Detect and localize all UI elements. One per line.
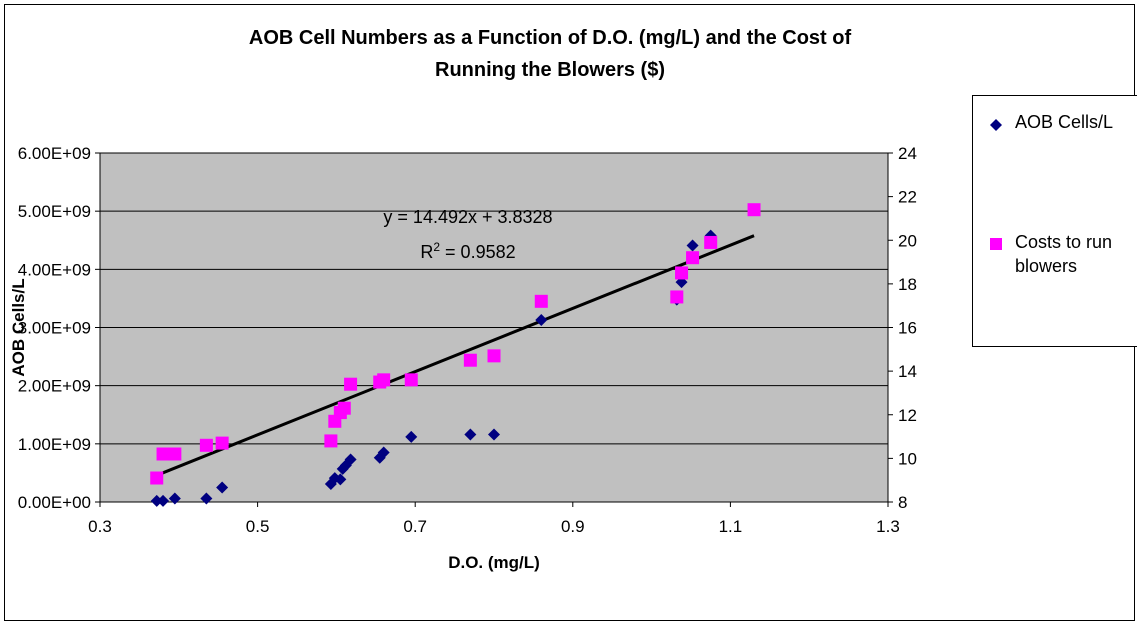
trendline-group	[156, 234, 755, 477]
aob-cells-point	[488, 428, 500, 441]
blower-cost-point	[404, 373, 418, 387]
blower-cost-point	[215, 436, 229, 450]
aob-cells-point	[377, 446, 390, 459]
blower-cost-point	[337, 401, 351, 415]
aob-cells-point	[405, 430, 418, 443]
y-tick-label: 2.00E+09	[18, 377, 91, 396]
legend-label-costs: Costs to run blowers	[1015, 232, 1113, 276]
trendline-equation: y = 14.492x + 3.8328	[383, 207, 552, 227]
aob-cells-point	[200, 492, 213, 505]
chart-title-line-1: AOB Cell Numbers as a Function of D.O. (…	[248, 27, 852, 49]
x-tick-label: 1.1	[719, 517, 743, 536]
data-points	[150, 203, 761, 507]
blower-cost-point	[675, 266, 689, 280]
y-tick-label: 3.00E+09	[18, 319, 91, 338]
y2-tick-label: 24	[898, 144, 917, 163]
aob-cells-point	[344, 453, 357, 466]
y-tick-label: 6.00E+09	[18, 144, 91, 163]
y2-tick-label: 10	[898, 449, 917, 468]
chart-title-line-2: Running the Blowers ($)	[435, 59, 665, 81]
blower-cost-point	[487, 349, 501, 363]
y2-tick-label: 22	[898, 188, 917, 207]
y-tick-label: 0.00E+00	[18, 493, 91, 512]
x-tick-label: 0.3	[88, 517, 112, 536]
x-axis-title: D.O. (mg/L)	[448, 553, 540, 572]
blower-cost-point	[156, 447, 170, 461]
blower-cost-point	[463, 353, 477, 367]
trendline	[156, 234, 755, 477]
blower-cost-point	[344, 377, 358, 391]
blower-cost-point	[324, 434, 338, 448]
y-tick-label: 5.00E+09	[18, 202, 91, 221]
aob-cells-point	[150, 494, 163, 507]
blower-cost-point	[670, 290, 684, 304]
y-tick-label: 1.00E+09	[18, 435, 91, 454]
chart-title: AOB Cell Numbers as a Function of D.O. (…	[100, 22, 1000, 86]
y-axis-title: AOB Cells/L	[9, 278, 28, 376]
legend-diamond-marker	[990, 119, 1002, 131]
x-tick-label: 1.3	[876, 517, 900, 536]
y2-tick-label: 14	[898, 362, 917, 381]
aob-cells-point	[168, 492, 181, 505]
y2-tick-label: 18	[898, 275, 917, 294]
aob-cells-point	[464, 428, 477, 441]
axes: 0.00E+00 1.00E+09 2.00E+09 3.00E+09 4.00E+09…	[18, 144, 917, 536]
legend-square-marker	[990, 238, 1002, 250]
blower-cost-point	[168, 447, 182, 461]
aob-cells-point	[157, 494, 170, 507]
blower-cost-point	[199, 438, 213, 452]
x-tick-label: 0.5	[246, 517, 270, 536]
blower-cost-point	[747, 203, 761, 217]
blower-cost-point	[534, 294, 548, 308]
aob-cells-point	[334, 473, 347, 486]
aob-cells-point	[216, 481, 229, 494]
legend: AOB Cells/L Costs to run blowers	[972, 95, 1137, 347]
aob-cells-point	[686, 239, 699, 252]
y2-tick-label: 20	[898, 231, 917, 250]
y2-tick-label: 12	[898, 406, 917, 425]
blower-cost-point	[686, 251, 700, 265]
legend-label-aob-cells: AOB Cells/L	[1015, 112, 1114, 132]
x-tick-label: 0.9	[561, 517, 585, 536]
trendline-r-squared: R2 = 0.9582	[420, 240, 515, 262]
y2-tick-label: 8	[898, 493, 907, 512]
blower-cost-point	[150, 471, 164, 485]
blower-cost-point	[377, 373, 391, 387]
y2-tick-label: 16	[898, 319, 917, 338]
y-tick-label: 4.00E+09	[18, 260, 91, 279]
blower-cost-point	[704, 235, 718, 249]
x-tick-label: 0.7	[403, 517, 427, 536]
aob-cells-point	[535, 313, 548, 326]
